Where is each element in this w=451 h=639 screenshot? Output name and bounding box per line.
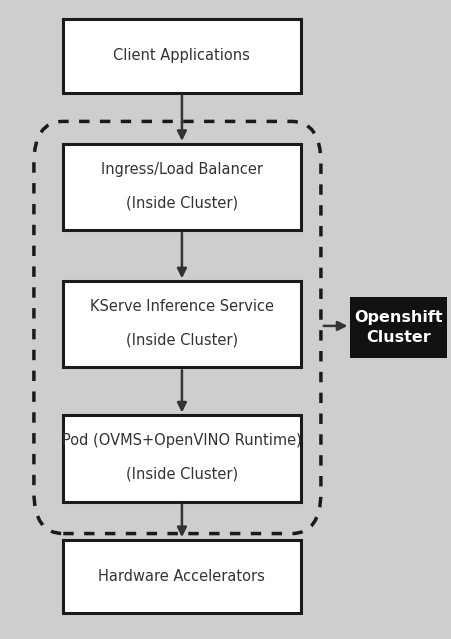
FancyBboxPatch shape — [63, 415, 300, 502]
FancyBboxPatch shape — [63, 281, 300, 367]
FancyBboxPatch shape — [63, 144, 300, 230]
Text: Client Applications: Client Applications — [113, 49, 250, 63]
Text: Openshift
Cluster: Openshift Cluster — [354, 310, 442, 345]
Text: Pod (OVMS+OpenVINO Runtime): Pod (OVMS+OpenVINO Runtime) — [62, 433, 301, 448]
Text: KServe Inference Service: KServe Inference Service — [90, 299, 273, 314]
FancyBboxPatch shape — [63, 540, 300, 613]
FancyBboxPatch shape — [350, 297, 446, 358]
Text: (Inside Cluster): (Inside Cluster) — [125, 333, 238, 348]
Text: Ingress/Load Balancer: Ingress/Load Balancer — [101, 162, 262, 176]
Text: Hardware Accelerators: Hardware Accelerators — [98, 569, 265, 584]
FancyBboxPatch shape — [63, 19, 300, 93]
Text: (Inside Cluster): (Inside Cluster) — [125, 467, 238, 482]
Text: (Inside Cluster): (Inside Cluster) — [125, 196, 238, 210]
